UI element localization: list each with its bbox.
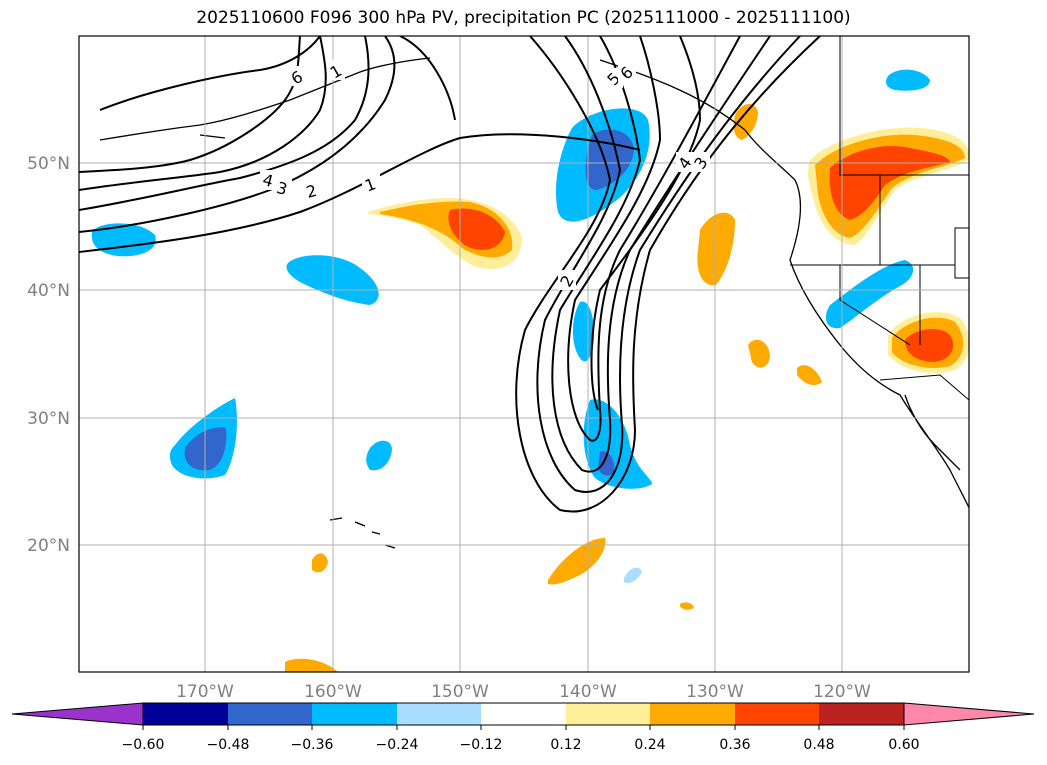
- neg-anomaly-south-core: [598, 451, 615, 476]
- colorbar-segment: [312, 703, 397, 725]
- neg-anomaly-oregon: [825, 260, 914, 329]
- colorbar-tick-label: 0.36: [719, 737, 750, 753]
- colorbar-tick-label: 0.60: [888, 737, 919, 753]
- lon-label-170w: 170°W: [176, 682, 234, 702]
- colorbar-segment: [819, 703, 904, 725]
- pos-anomaly-small-2: [797, 365, 822, 386]
- plot-frame: [78, 35, 970, 673]
- pos-anomaly-pacnw-core: [829, 146, 950, 220]
- colorbar-segment: [566, 703, 650, 725]
- alaska-coast: [99, 57, 431, 141]
- lon-label-120w: 120°W: [813, 682, 871, 702]
- lat-label-30n: 30°N: [27, 409, 70, 429]
- neg-anomaly-northeast: [886, 69, 930, 91]
- lat-label-40n: 40°N: [27, 281, 70, 301]
- plot-area: [79, 36, 969, 672]
- neg-anomaly-gulf-core: [585, 129, 634, 190]
- pos-anomaly-coast: [697, 212, 735, 286]
- contour-label: 2: [304, 181, 319, 202]
- neg-anomaly-mid: [572, 301, 595, 362]
- lon-label-160w: 160°W: [304, 682, 362, 702]
- colorbar-segment: [228, 703, 312, 725]
- contour-label: 3: [275, 178, 290, 199]
- lon-label-140w: 140°W: [559, 682, 617, 702]
- colorbar-tick-label: 0.48: [803, 737, 834, 753]
- neg-anomaly-small: [624, 567, 642, 583]
- pv-contours: [79, 36, 821, 513]
- north-america-coast: [744, 129, 969, 510]
- colorbar: −0.60 −0.48 −0.36 −0.24 −0.12 0.12 0.24 …: [11, 702, 1035, 753]
- pos-anomaly-small-4: [285, 658, 338, 672]
- hawaii-islands: [329, 517, 396, 549]
- gridlines: [79, 36, 969, 672]
- colorbar-segment: [735, 703, 819, 725]
- pos-anomaly-california-core: [905, 328, 954, 362]
- colorbar-segment: [397, 703, 481, 725]
- map-title: 2025110600 F096 300 hPa PV, precipitatio…: [196, 8, 851, 28]
- pos-anomaly-small-3: [312, 553, 328, 573]
- lon-label-130w: 130°W: [686, 682, 744, 702]
- latitude-labels: 50°N 40°N 30°N 20°N: [27, 154, 70, 556]
- colorbar-tick-label: −0.36: [291, 737, 334, 753]
- pos-anomaly-tropic: [548, 538, 606, 585]
- colorbar-segment: [143, 703, 228, 725]
- colorbar-tick-label: −0.48: [207, 737, 250, 753]
- baja: [904, 394, 961, 471]
- pv-contour-labels: 6 1 4 3 2 1 5 6 4 3 2: [260, 60, 712, 290]
- colorbar-tick-label: 0.12: [550, 737, 581, 753]
- contour-label: 4: [261, 170, 276, 191]
- colorbar-ticks: [142, 725, 905, 730]
- colorbar-tick-label: 0.24: [634, 737, 665, 753]
- lon-label-150w: 150°W: [431, 682, 489, 702]
- colorbar-tick-label: −0.24: [376, 737, 419, 753]
- colorbar-tick-label: −0.60: [122, 737, 165, 753]
- lat-label-20n: 20°N: [27, 536, 70, 556]
- colorbar-extend-high: [903, 702, 1035, 726]
- colorbar-extend-low: [11, 702, 144, 726]
- pos-anomaly-bc: [733, 104, 758, 140]
- pos-anomaly-small-5: [680, 602, 694, 610]
- lat-label-50n: 50°N: [27, 154, 70, 174]
- colorbar-tick-label: −0.12: [460, 737, 503, 753]
- neg-anomaly-hawaii-north: [366, 440, 392, 471]
- colorbar-segment: [481, 703, 566, 725]
- state-borders: [790, 36, 969, 401]
- longitude-labels: 170°W 160°W 150°W 140°W 130°W 120°W: [176, 682, 871, 702]
- small-island: [199, 134, 226, 139]
- pos-anomaly-central-core: [448, 208, 505, 250]
- colorbar-segment: [650, 703, 735, 725]
- pos-anomaly-small-1: [748, 339, 770, 368]
